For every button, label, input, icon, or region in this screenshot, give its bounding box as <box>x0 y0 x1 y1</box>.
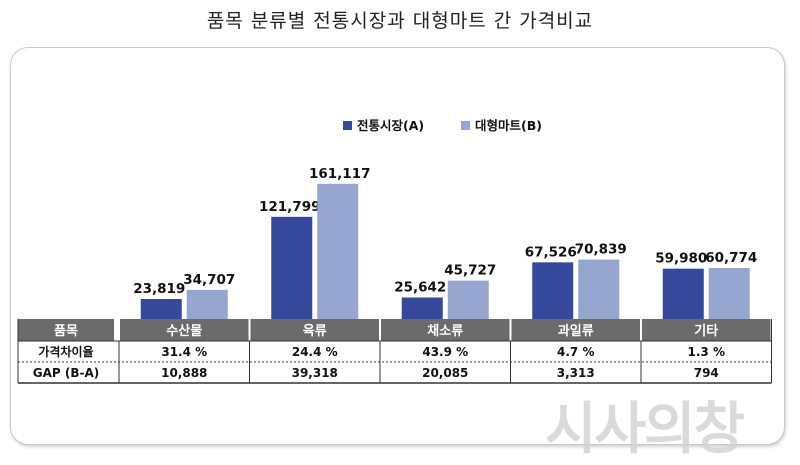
table-header-label: 품목 <box>54 324 78 339</box>
bar-1-3 <box>401 297 443 319</box>
category-label-3: 채소류 <box>427 324 463 339</box>
category-label-5: 기타 <box>694 323 718 339</box>
legend-label-2: 대형마트(B) <box>475 118 542 133</box>
table-cell-1-2: 24.4 % <box>292 345 338 359</box>
data-label-2-5: 60,774 <box>705 250 757 266</box>
bar-2-3 <box>447 280 489 319</box>
table-cell-1-1: 31.4 % <box>161 345 207 359</box>
bar-2-4 <box>578 259 620 319</box>
table-cell-2-4: 3,313 <box>557 366 595 380</box>
data-label-2-3: 45,727 <box>444 263 496 279</box>
table-row-label-1: 가격차이율 <box>38 344 93 359</box>
bar-1-1 <box>140 299 182 319</box>
bar-2-2 <box>317 183 359 319</box>
table-cell-2-1: 10,888 <box>161 366 207 380</box>
bar-1-2 <box>271 216 313 319</box>
legend-label-1: 전통시장(A) <box>357 118 424 133</box>
bar-2-1 <box>186 289 228 319</box>
category-label-4: 과일류 <box>558 324 594 339</box>
table-cell-2-5: 794 <box>694 366 719 380</box>
data-label-2-1: 34,707 <box>183 272 235 288</box>
table-header-cell-2 <box>250 319 379 341</box>
bar-2-5 <box>708 268 750 319</box>
table-cell-2-2: 39,318 <box>292 366 338 380</box>
bar-1-4 <box>532 262 574 319</box>
table-header-cell-1 <box>120 319 249 341</box>
category-label-2: 육류 <box>303 323 327 339</box>
category-label-1: 수산물 <box>166 323 202 339</box>
bar-1-5 <box>662 268 704 319</box>
data-label-2-4: 70,839 <box>575 242 627 258</box>
legend-swatch-2 <box>461 121 470 130</box>
table-cell-1-5: 1.3 % <box>688 345 725 359</box>
table-header-cell-3 <box>381 319 510 341</box>
table-header-label-cell <box>18 319 114 341</box>
legend-swatch-1 <box>343 121 352 130</box>
table-row-label-2: GAP (B-A) <box>33 366 100 380</box>
watermark-logo: 시사의창 <box>545 397 745 462</box>
data-label-2-2: 161,117 <box>309 166 371 182</box>
table-cell-1-4: 4.7 % <box>557 345 594 359</box>
data-label-1-5: 59,980 <box>655 251 707 267</box>
data-label-1-2: 121,799 <box>259 199 321 215</box>
table-header-cell-5 <box>642 319 771 341</box>
table-header-cell-4 <box>511 319 640 341</box>
page-title: 품목 분류별 전통시장과 대형마트 간 가격비교 <box>206 10 594 32</box>
chart-panel <box>10 47 785 445</box>
table-cell-2-3: 20,085 <box>422 366 468 380</box>
table-cell-1-3: 43.9 % <box>422 345 468 359</box>
data-label-1-4: 67,526 <box>525 244 577 260</box>
data-label-1-1: 23,819 <box>133 281 185 297</box>
data-label-1-3: 25,642 <box>394 279 446 295</box>
